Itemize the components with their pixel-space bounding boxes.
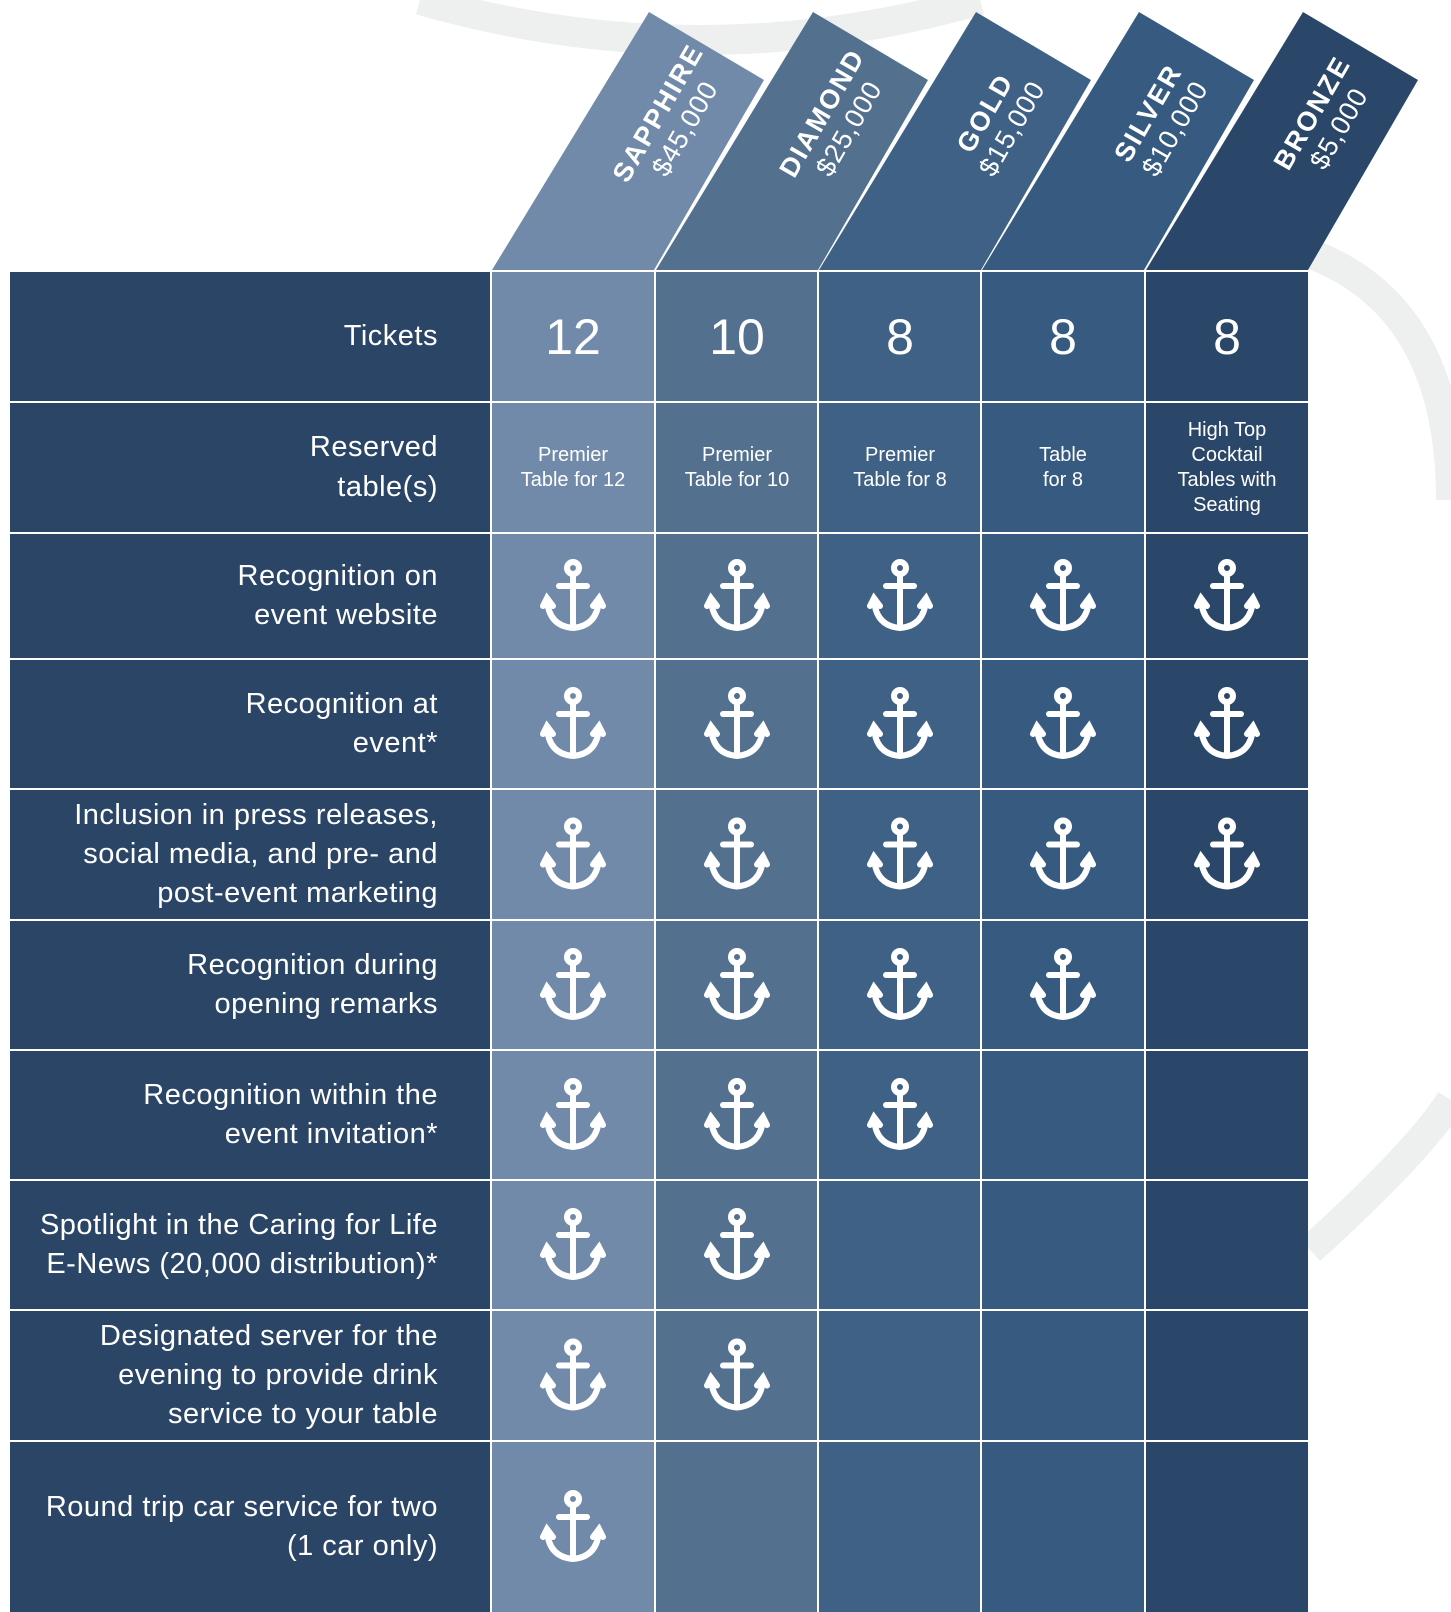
cell-text: 8	[1049, 308, 1077, 365]
column-separator	[490, 272, 492, 1612]
tier-column	[982, 272, 1144, 1612]
row-separator	[10, 1309, 1308, 1311]
cell-text: 8	[1213, 308, 1241, 365]
column-separator	[817, 272, 819, 1612]
column-separator	[654, 272, 656, 1612]
row-separator	[10, 1179, 1308, 1181]
row-label: Recognition at event*	[245, 687, 438, 759]
tier-header	[982, 12, 1254, 270]
row-label: Designated server for the evening to pro…	[99, 1319, 438, 1431]
cell-text: 8	[886, 308, 914, 365]
row-separator	[10, 919, 1308, 921]
row-label: Inclusion in press releases, social medi…	[74, 798, 438, 910]
row-label: Round trip car service for two (1 car on…	[45, 1490, 438, 1562]
row-separator	[10, 658, 1308, 660]
row-separator	[10, 532, 1308, 534]
row-label: Reserved table(s)	[309, 431, 438, 503]
cell-text: 10	[709, 308, 765, 365]
row-label: Spotlight in the Caring for Life E-News …	[39, 1208, 438, 1280]
column-separator	[980, 272, 982, 1612]
cell-text: Table for 8	[1039, 443, 1087, 491]
column-separator	[1144, 272, 1146, 1612]
tier-column	[1146, 272, 1308, 1612]
tier-header	[492, 12, 764, 270]
row-label: Tickets	[343, 319, 438, 352]
tier-header	[656, 12, 928, 270]
row-separator	[10, 1440, 1308, 1442]
row-label: Recognition on event website	[237, 559, 438, 631]
cell-text: Premier Table for 8	[853, 443, 947, 491]
row-separator	[10, 1049, 1308, 1051]
cell-text: 12	[545, 308, 601, 365]
tier-header	[819, 12, 1091, 270]
cell-text: Premier Table for 12	[520, 443, 626, 491]
row-separator	[10, 788, 1308, 790]
row-label: Recognition within the event invitation*	[143, 1078, 438, 1150]
tier-header	[1146, 12, 1418, 270]
row-label: Recognition during opening remarks	[187, 948, 438, 1020]
row-separator	[10, 401, 1308, 403]
tier-column	[819, 272, 981, 1612]
cell-text: Premier Table for 10	[684, 443, 790, 491]
cell-text: High Top Cocktail Tables with Seating	[1177, 418, 1277, 516]
